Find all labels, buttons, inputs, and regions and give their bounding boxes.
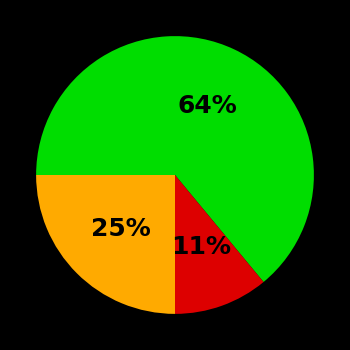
- Wedge shape: [36, 175, 175, 314]
- Text: 64%: 64%: [178, 94, 237, 118]
- Text: 25%: 25%: [91, 217, 151, 241]
- Wedge shape: [175, 175, 264, 314]
- Text: 11%: 11%: [171, 235, 231, 259]
- Wedge shape: [36, 36, 314, 282]
